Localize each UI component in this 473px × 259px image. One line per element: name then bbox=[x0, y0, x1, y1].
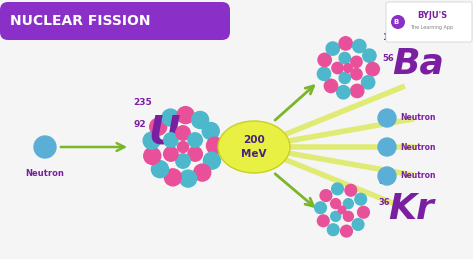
Circle shape bbox=[318, 53, 331, 67]
Circle shape bbox=[345, 184, 357, 196]
Text: 89: 89 bbox=[378, 177, 389, 186]
Circle shape bbox=[363, 49, 376, 62]
Circle shape bbox=[192, 111, 209, 128]
FancyBboxPatch shape bbox=[0, 2, 230, 40]
Circle shape bbox=[320, 190, 332, 202]
Circle shape bbox=[164, 133, 178, 147]
Text: 200
MeV: 200 MeV bbox=[241, 135, 267, 159]
Circle shape bbox=[143, 132, 160, 149]
Text: Neutron: Neutron bbox=[400, 142, 436, 152]
Circle shape bbox=[324, 79, 338, 92]
Text: The Learning App: The Learning App bbox=[411, 25, 454, 30]
Circle shape bbox=[177, 141, 189, 153]
Text: 144: 144 bbox=[382, 33, 400, 42]
Circle shape bbox=[326, 42, 340, 55]
Circle shape bbox=[378, 138, 396, 156]
Text: 92: 92 bbox=[133, 120, 146, 129]
Circle shape bbox=[343, 199, 353, 208]
Circle shape bbox=[343, 211, 353, 221]
Circle shape bbox=[351, 56, 362, 68]
Circle shape bbox=[341, 225, 352, 237]
Circle shape bbox=[339, 37, 352, 50]
Circle shape bbox=[34, 136, 56, 158]
Circle shape bbox=[332, 62, 343, 74]
Circle shape bbox=[339, 72, 350, 84]
Circle shape bbox=[353, 39, 366, 53]
Circle shape bbox=[317, 215, 329, 227]
Circle shape bbox=[164, 147, 178, 161]
Circle shape bbox=[180, 170, 197, 187]
Text: 56: 56 bbox=[382, 54, 394, 63]
Text: BYJU'S: BYJU'S bbox=[417, 11, 447, 20]
Text: Kr: Kr bbox=[388, 192, 434, 226]
Circle shape bbox=[358, 206, 369, 218]
Circle shape bbox=[352, 219, 364, 230]
Text: U: U bbox=[148, 113, 180, 151]
Circle shape bbox=[207, 137, 223, 154]
Circle shape bbox=[391, 15, 405, 29]
Circle shape bbox=[339, 52, 350, 64]
Circle shape bbox=[355, 193, 367, 205]
Text: Ba: Ba bbox=[392, 47, 444, 81]
Circle shape bbox=[176, 154, 190, 168]
Circle shape bbox=[150, 118, 166, 135]
Circle shape bbox=[317, 67, 331, 81]
Circle shape bbox=[344, 64, 352, 72]
Ellipse shape bbox=[218, 121, 290, 173]
Text: B: B bbox=[394, 19, 399, 25]
Circle shape bbox=[331, 199, 341, 208]
Circle shape bbox=[177, 107, 194, 124]
FancyBboxPatch shape bbox=[386, 2, 472, 42]
Circle shape bbox=[351, 68, 362, 80]
Circle shape bbox=[188, 133, 202, 147]
Circle shape bbox=[338, 206, 346, 214]
Circle shape bbox=[350, 84, 364, 98]
Circle shape bbox=[176, 126, 190, 140]
Circle shape bbox=[366, 62, 379, 76]
Circle shape bbox=[337, 86, 350, 99]
Circle shape bbox=[315, 202, 326, 214]
Circle shape bbox=[203, 152, 220, 169]
Circle shape bbox=[331, 211, 341, 221]
Circle shape bbox=[162, 109, 179, 126]
Text: Neutron: Neutron bbox=[400, 113, 436, 123]
Text: 235: 235 bbox=[133, 98, 152, 107]
Text: Neutron: Neutron bbox=[26, 169, 64, 178]
Text: 36: 36 bbox=[378, 198, 390, 207]
Circle shape bbox=[188, 147, 202, 161]
Circle shape bbox=[151, 161, 168, 178]
Circle shape bbox=[361, 76, 375, 89]
Circle shape bbox=[202, 123, 219, 140]
Circle shape bbox=[194, 164, 211, 181]
Circle shape bbox=[378, 167, 396, 185]
Circle shape bbox=[144, 147, 161, 164]
Circle shape bbox=[164, 169, 181, 186]
Circle shape bbox=[332, 183, 343, 195]
Circle shape bbox=[378, 109, 396, 127]
Text: NUCLEAR FISSION: NUCLEAR FISSION bbox=[10, 14, 150, 28]
Circle shape bbox=[327, 224, 339, 236]
Text: Neutron: Neutron bbox=[400, 171, 436, 181]
